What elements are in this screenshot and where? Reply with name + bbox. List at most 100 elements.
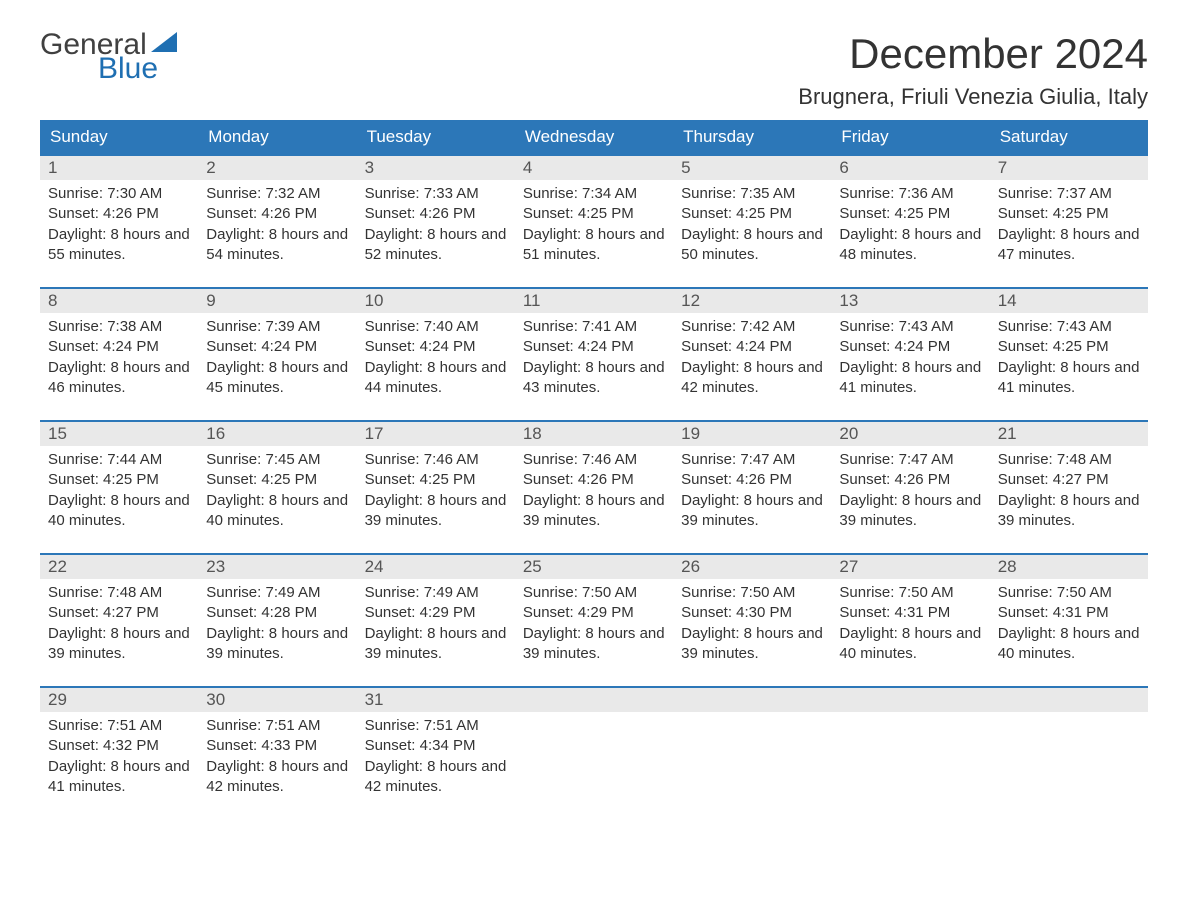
- sunrise-line: Sunrise: 7:51 AM: [206, 716, 348, 736]
- day-number: 5: [673, 156, 831, 180]
- daylight-line: Daylight: 8 hours and 46 minutes.: [48, 358, 190, 399]
- sunrise-line: Sunrise: 7:43 AM: [998, 317, 1140, 337]
- daylight-line: Daylight: 8 hours and 42 minutes.: [206, 757, 348, 798]
- day-details: Sunrise: 7:47 AMSunset: 4:26 PMDaylight:…: [673, 446, 831, 535]
- day-number: 26: [673, 555, 831, 579]
- day-number: 18: [515, 422, 673, 446]
- sunset-line: Sunset: 4:26 PM: [523, 470, 665, 490]
- sunrise-line: Sunrise: 7:46 AM: [523, 450, 665, 470]
- sunset-line: Sunset: 4:24 PM: [365, 337, 507, 357]
- calendar-day: 14Sunrise: 7:43 AMSunset: 4:25 PMDayligh…: [990, 289, 1148, 402]
- calendar-day: 10Sunrise: 7:40 AMSunset: 4:24 PMDayligh…: [357, 289, 515, 402]
- calendar: SundayMondayTuesdayWednesdayThursdayFrid…: [40, 120, 1148, 801]
- day-number: 8: [40, 289, 198, 313]
- sunset-line: Sunset: 4:27 PM: [48, 603, 190, 623]
- daylight-line: Daylight: 8 hours and 39 minutes.: [365, 624, 507, 665]
- calendar-day: 11Sunrise: 7:41 AMSunset: 4:24 PMDayligh…: [515, 289, 673, 402]
- calendar-day: 22Sunrise: 7:48 AMSunset: 4:27 PMDayligh…: [40, 555, 198, 668]
- sunset-line: Sunset: 4:24 PM: [681, 337, 823, 357]
- day-details: Sunrise: 7:49 AMSunset: 4:29 PMDaylight:…: [357, 579, 515, 668]
- calendar-day: 9Sunrise: 7:39 AMSunset: 4:24 PMDaylight…: [198, 289, 356, 402]
- title-block: December 2024 Brugnera, Friuli Venezia G…: [798, 30, 1148, 110]
- sunrise-line: Sunrise: 7:40 AM: [365, 317, 507, 337]
- sunrise-line: Sunrise: 7:48 AM: [998, 450, 1140, 470]
- day-number: 22: [40, 555, 198, 579]
- daylight-line: Daylight: 8 hours and 41 minutes.: [48, 757, 190, 798]
- daylight-line: Daylight: 8 hours and 39 minutes.: [681, 624, 823, 665]
- sunrise-line: Sunrise: 7:50 AM: [839, 583, 981, 603]
- sunset-line: Sunset: 4:29 PM: [523, 603, 665, 623]
- sunset-line: Sunset: 4:31 PM: [839, 603, 981, 623]
- sunrise-line: Sunrise: 7:37 AM: [998, 184, 1140, 204]
- sunrise-line: Sunrise: 7:41 AM: [523, 317, 665, 337]
- sunrise-line: Sunrise: 7:33 AM: [365, 184, 507, 204]
- sunrise-line: Sunrise: 7:34 AM: [523, 184, 665, 204]
- weekday-header: Sunday: [40, 120, 198, 154]
- sunrise-line: Sunrise: 7:49 AM: [206, 583, 348, 603]
- daylight-line: Daylight: 8 hours and 41 minutes.: [998, 358, 1140, 399]
- sunrise-line: Sunrise: 7:43 AM: [839, 317, 981, 337]
- day-details: Sunrise: 7:50 AMSunset: 4:31 PMDaylight:…: [990, 579, 1148, 668]
- sunset-line: Sunset: 4:27 PM: [998, 470, 1140, 490]
- day-number: 25: [515, 555, 673, 579]
- daylight-line: Daylight: 8 hours and 47 minutes.: [998, 225, 1140, 266]
- day-number: 19: [673, 422, 831, 446]
- sunset-line: Sunset: 4:26 PM: [206, 204, 348, 224]
- calendar-day: 19Sunrise: 7:47 AMSunset: 4:26 PMDayligh…: [673, 422, 831, 535]
- sunset-line: Sunset: 4:24 PM: [206, 337, 348, 357]
- weekday-header: Monday: [198, 120, 356, 154]
- weekday-header: Thursday: [673, 120, 831, 154]
- day-number: [990, 688, 1148, 712]
- sunrise-line: Sunrise: 7:35 AM: [681, 184, 823, 204]
- day-details: Sunrise: 7:39 AMSunset: 4:24 PMDaylight:…: [198, 313, 356, 402]
- daylight-line: Daylight: 8 hours and 45 minutes.: [206, 358, 348, 399]
- day-number: 16: [198, 422, 356, 446]
- calendar-day: 15Sunrise: 7:44 AMSunset: 4:25 PMDayligh…: [40, 422, 198, 535]
- sunset-line: Sunset: 4:26 PM: [839, 470, 981, 490]
- weekday-header: Saturday: [990, 120, 1148, 154]
- day-details: Sunrise: 7:36 AMSunset: 4:25 PMDaylight:…: [831, 180, 989, 269]
- calendar-day: 25Sunrise: 7:50 AMSunset: 4:29 PMDayligh…: [515, 555, 673, 668]
- day-details: Sunrise: 7:47 AMSunset: 4:26 PMDaylight:…: [831, 446, 989, 535]
- daylight-line: Daylight: 8 hours and 40 minutes.: [206, 491, 348, 532]
- calendar-week: 1Sunrise: 7:30 AMSunset: 4:26 PMDaylight…: [40, 154, 1148, 269]
- sunrise-line: Sunrise: 7:50 AM: [681, 583, 823, 603]
- calendar-week: 29Sunrise: 7:51 AMSunset: 4:32 PMDayligh…: [40, 686, 1148, 801]
- day-details: Sunrise: 7:44 AMSunset: 4:25 PMDaylight:…: [40, 446, 198, 535]
- month-title: December 2024: [798, 30, 1148, 78]
- day-number: 13: [831, 289, 989, 313]
- calendar-day: 17Sunrise: 7:46 AMSunset: 4:25 PMDayligh…: [357, 422, 515, 535]
- day-number: [673, 688, 831, 712]
- day-details: Sunrise: 7:34 AMSunset: 4:25 PMDaylight:…: [515, 180, 673, 269]
- sunset-line: Sunset: 4:25 PM: [48, 470, 190, 490]
- daylight-line: Daylight: 8 hours and 44 minutes.: [365, 358, 507, 399]
- day-details: Sunrise: 7:30 AMSunset: 4:26 PMDaylight:…: [40, 180, 198, 269]
- sunset-line: Sunset: 4:26 PM: [48, 204, 190, 224]
- sunrise-line: Sunrise: 7:39 AM: [206, 317, 348, 337]
- day-details: Sunrise: 7:50 AMSunset: 4:31 PMDaylight:…: [831, 579, 989, 668]
- sunrise-line: Sunrise: 7:49 AM: [365, 583, 507, 603]
- day-details: Sunrise: 7:41 AMSunset: 4:24 PMDaylight:…: [515, 313, 673, 402]
- day-number: 28: [990, 555, 1148, 579]
- day-number: 2: [198, 156, 356, 180]
- sunset-line: Sunset: 4:25 PM: [365, 470, 507, 490]
- sunset-line: Sunset: 4:32 PM: [48, 736, 190, 756]
- day-number: 27: [831, 555, 989, 579]
- daylight-line: Daylight: 8 hours and 39 minutes.: [48, 624, 190, 665]
- calendar-day: 30Sunrise: 7:51 AMSunset: 4:33 PMDayligh…: [198, 688, 356, 801]
- calendar-day: [515, 688, 673, 801]
- calendar-day: [831, 688, 989, 801]
- calendar-day: [990, 688, 1148, 801]
- day-number: 4: [515, 156, 673, 180]
- sunset-line: Sunset: 4:24 PM: [839, 337, 981, 357]
- weekday-header: Tuesday: [357, 120, 515, 154]
- calendar-day: 8Sunrise: 7:38 AMSunset: 4:24 PMDaylight…: [40, 289, 198, 402]
- daylight-line: Daylight: 8 hours and 51 minutes.: [523, 225, 665, 266]
- weekday-header: Wednesday: [515, 120, 673, 154]
- day-details: Sunrise: 7:48 AMSunset: 4:27 PMDaylight:…: [40, 579, 198, 668]
- calendar-day: 23Sunrise: 7:49 AMSunset: 4:28 PMDayligh…: [198, 555, 356, 668]
- calendar-day: 2Sunrise: 7:32 AMSunset: 4:26 PMDaylight…: [198, 156, 356, 269]
- day-details: Sunrise: 7:38 AMSunset: 4:24 PMDaylight:…: [40, 313, 198, 402]
- sunset-line: Sunset: 4:34 PM: [365, 736, 507, 756]
- day-number: 20: [831, 422, 989, 446]
